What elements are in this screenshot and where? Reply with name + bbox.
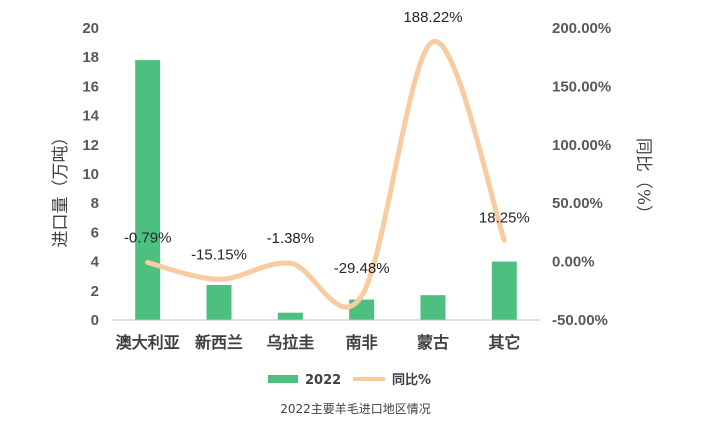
data-labels: -0.79% -15.15% -1.38% -29.48% 188.22% 18.25% xyxy=(124,9,530,277)
data-label: -0.79% xyxy=(124,230,172,247)
x-tick-label: 南非 xyxy=(346,333,378,352)
bar-series xyxy=(135,60,517,321)
y-tick-label: 16 xyxy=(82,78,99,95)
y-tick-label: 10 xyxy=(82,166,99,183)
bar-2 xyxy=(206,284,232,320)
y-tick-label: 4 xyxy=(91,254,100,271)
y2-axis-ticks: -50.00% 0.00% 50.00% 100.00% 150.00% 200.00% xyxy=(552,20,611,329)
x-tick-label: 乌拉圭 xyxy=(266,333,314,352)
bar-1 xyxy=(135,60,161,321)
bar-3 xyxy=(277,312,303,320)
data-label: 18.25% xyxy=(479,209,530,226)
y2-tick-label: 150.00% xyxy=(552,78,611,95)
y-axis-title: 进口量（万吨） xyxy=(51,129,71,248)
y2-tick-label: 50.00% xyxy=(552,195,603,212)
y2-tick-label: 100.00% xyxy=(552,137,611,154)
chart-caption: 2022主要羊毛进口地区情况 xyxy=(280,402,431,416)
y2-tick-label: -50.00% xyxy=(552,312,608,329)
legend: 2022 同比% xyxy=(268,372,431,388)
y-tick-label: 0 xyxy=(91,312,99,329)
y2-axis-title: 同比（%） xyxy=(633,138,653,222)
bar-6 xyxy=(491,261,517,320)
line-series xyxy=(145,39,507,310)
y-tick-label: 14 xyxy=(82,108,99,125)
bar-5 xyxy=(420,295,446,320)
x-tick-label: 新西兰 xyxy=(195,333,243,352)
y-axis-ticks: 0 2 4 6 8 10 12 14 16 18 20 xyxy=(82,20,99,329)
data-label: 188.22% xyxy=(403,9,462,26)
yoy-line xyxy=(145,39,507,310)
x-tick-label: 澳大利亚 xyxy=(116,333,180,352)
y-tick-label: 18 xyxy=(82,49,99,66)
y-tick-label: 2 xyxy=(91,283,99,300)
data-label: -15.15% xyxy=(191,246,247,263)
legend-label-bar: 2022 xyxy=(305,373,341,388)
data-label: -1.38% xyxy=(267,230,315,247)
x-axis-ticks: 澳大利亚 新西兰 乌拉圭 南非 蒙古 其它 xyxy=(116,333,521,352)
x-tick-label: 蒙古 xyxy=(417,333,449,352)
y2-tick-label: 200.00% xyxy=(552,20,611,37)
legend-label-line: 同比% xyxy=(392,372,431,388)
data-label: -29.48% xyxy=(334,260,390,277)
y2-tick-label: 0.00% xyxy=(552,254,595,271)
x-tick-label: 其它 xyxy=(488,333,520,352)
legend-swatch-bar xyxy=(268,375,298,383)
y-tick-label: 12 xyxy=(82,137,99,154)
y-tick-label: 20 xyxy=(82,20,99,37)
y-tick-label: 8 xyxy=(91,195,99,212)
y-tick-label: 6 xyxy=(91,224,99,241)
